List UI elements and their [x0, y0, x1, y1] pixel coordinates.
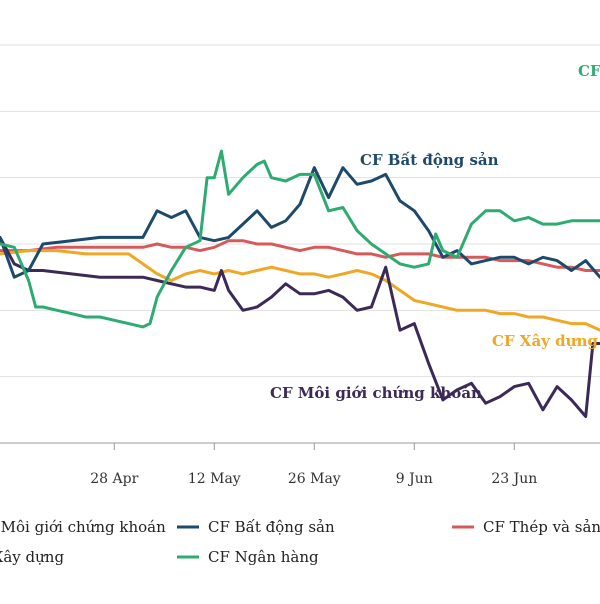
series-line-4: [0, 149, 600, 329]
legend-label-nganhang: CF Ngân hàng: [208, 548, 319, 566]
x-tick-label: 12 May: [188, 471, 241, 487]
grid-lines: [0, 44, 600, 378]
annotation-xaydung: CF Xây dựng: [492, 332, 598, 350]
legend-label-bds: CF Bất động sản: [208, 518, 335, 536]
series-line-2: [0, 239, 600, 272]
legend: CF Môi giới chứng khoán CF Bất động sản …: [0, 518, 600, 566]
annotation-bds: CF Bất động sản: [360, 151, 499, 169]
legend-label-xaydung: CF Xây dựng: [0, 548, 64, 566]
annotation-moigioi: CF Môi giới chứng khoán: [270, 384, 482, 402]
x-tick-label: 9 Jun: [396, 471, 433, 487]
series-line-1: [0, 166, 600, 279]
x-tick-label: 28 Apr: [90, 471, 138, 487]
series-line-0: [0, 235, 600, 418]
annotations: CF Bất động sản CF Xây dựng CF Môi giới …: [270, 62, 600, 402]
x-axis: 28 Apr 12 May 26 May 9 Jun 23 Jun: [0, 442, 600, 487]
series-line-3: [0, 249, 600, 332]
annotation-nganhang: CF Ngân hàng: [578, 62, 600, 80]
x-tick-label: 23 Jun: [491, 471, 537, 487]
legend-label-thep: CF Thép và sản phẩm từ thép: [483, 518, 600, 536]
legend-label-moigioi: CF Môi giới chứng khoán: [0, 518, 166, 536]
x-tick-label: 26 May: [288, 471, 341, 487]
series-lines: [0, 149, 600, 418]
